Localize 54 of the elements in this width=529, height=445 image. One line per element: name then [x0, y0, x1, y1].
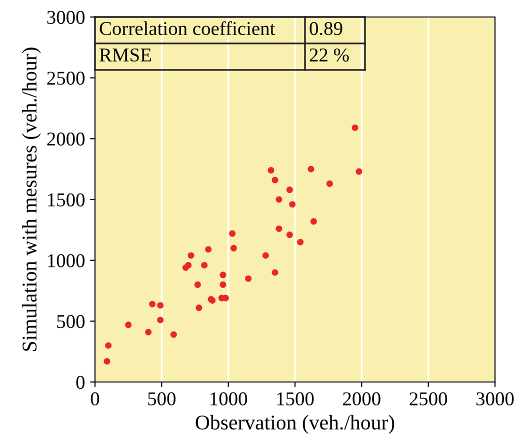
point: [125, 322, 132, 328]
point: [149, 300, 156, 308]
point: [188, 252, 194, 259]
point: [145, 328, 152, 336]
y-tick-label: 500: [57, 314, 85, 328]
point: [356, 168, 362, 175]
point: [194, 281, 201, 288]
x-tick-label: 1500: [277, 392, 314, 406]
y-tick-label: 1000: [48, 254, 85, 268]
y-tick-label: 2500: [47, 72, 85, 85]
point: [308, 166, 314, 172]
point: [286, 232, 293, 238]
annotation: Correlation coefficient: [100, 21, 276, 36]
annotation: 22 %: [310, 48, 349, 62]
point: [276, 196, 282, 203]
point: [326, 180, 333, 187]
y-tick-label: 0: [76, 376, 85, 389]
annotation: 0.89: [310, 22, 342, 36]
x-tick-label: 500: [148, 392, 176, 406]
point: [220, 281, 226, 288]
point: [229, 230, 236, 237]
point: [272, 269, 278, 276]
point: [205, 246, 212, 253]
point: [352, 124, 358, 131]
point: [268, 167, 274, 174]
point: [245, 275, 252, 282]
x-axis-title: Observation (veh./hour): [196, 414, 394, 434]
y-tick-label: 3000: [47, 10, 85, 24]
x-tick-label: 2000: [343, 392, 380, 406]
x-tick-label: 2500: [410, 392, 448, 406]
point: [170, 331, 177, 338]
annotation: RMSE: [100, 48, 151, 62]
point: [220, 272, 226, 278]
point: [196, 304, 202, 312]
point: [276, 225, 282, 232]
y-tick-label: 2000: [47, 132, 85, 146]
point: [201, 262, 208, 268]
point: [310, 218, 317, 225]
point: [297, 238, 304, 246]
point: [272, 176, 278, 184]
x-tick-label: 0: [90, 392, 100, 406]
point: [185, 262, 192, 268]
point: [105, 342, 112, 349]
point: [157, 316, 164, 324]
point: [286, 186, 293, 194]
y-tick-label: 1500: [48, 193, 85, 206]
x-tick-label: 3000: [476, 392, 514, 406]
point: [262, 252, 269, 259]
point: [289, 201, 296, 208]
point: [157, 302, 164, 309]
point: [104, 358, 110, 365]
x-tick-label: 1000: [210, 392, 248, 406]
point: [230, 244, 237, 252]
y-axis-title: Simulation with mesures (veh./hour): [22, 48, 41, 351]
